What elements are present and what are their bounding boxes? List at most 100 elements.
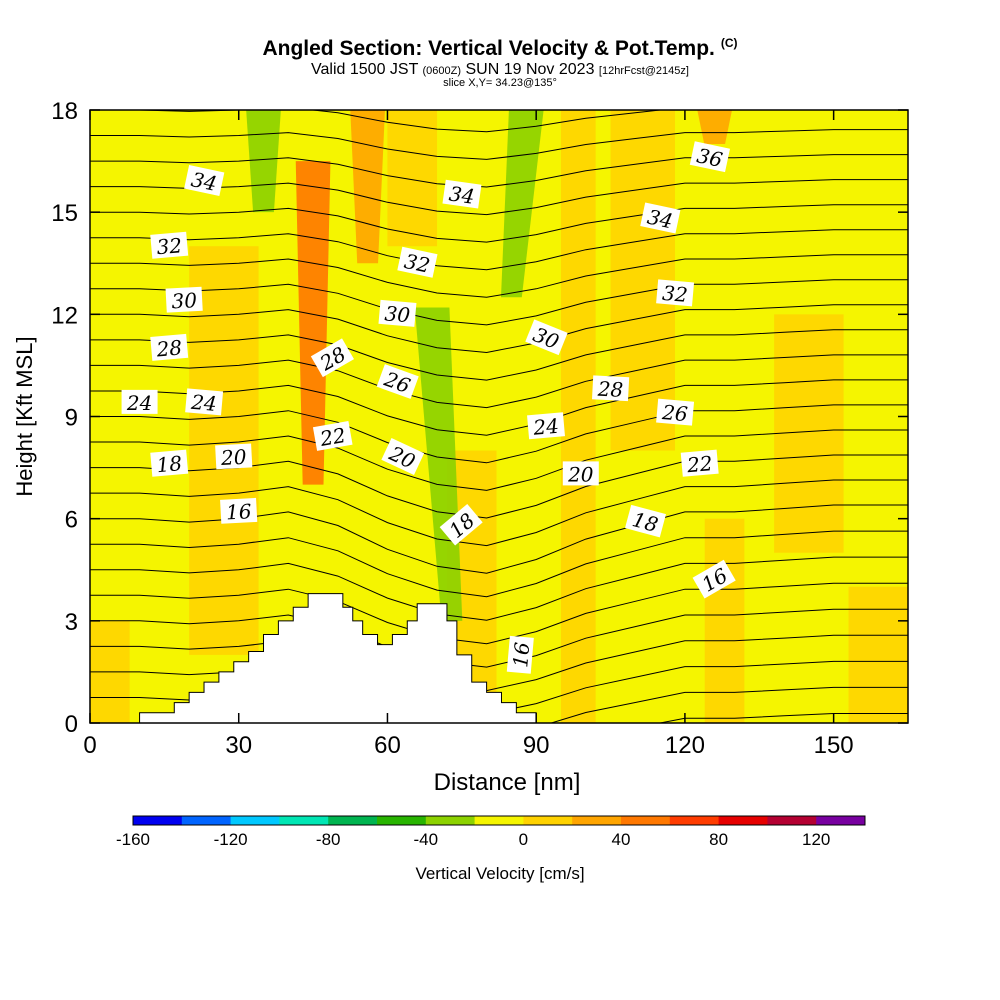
y-axis-label: Height [Kft MSL] (12, 336, 37, 496)
colorbar-tick-label: -160 (116, 830, 150, 849)
velocity-band (774, 314, 844, 553)
colorbar-swatch (279, 816, 329, 825)
contour-label-text: 36 (695, 143, 725, 172)
contour-label: 28 (591, 375, 630, 402)
contour-label: 22 (312, 421, 353, 451)
title-mark: (C) (720, 36, 738, 50)
contour-label-text: 34 (189, 167, 219, 196)
theta-contour (90, 556, 908, 621)
x-tick-label: 60 (374, 732, 401, 759)
contour-label: 26 (656, 398, 695, 426)
x-tick-label: 30 (225, 732, 252, 759)
y-tick-label: 12 (51, 302, 78, 329)
colorbar-swatch (572, 816, 622, 825)
updraft-region (350, 110, 385, 264)
colorbar-swatch (718, 816, 768, 825)
contour-label: 20 (562, 461, 599, 486)
colorbar-tick-label: 120 (802, 830, 830, 849)
contour-label-text: 30 (171, 288, 198, 313)
contour-label-text: 32 (156, 233, 183, 259)
colorbar-tick-label: 0 (519, 830, 528, 849)
contour-label-text: 22 (685, 451, 713, 477)
contour-label: 24 (185, 388, 224, 416)
theta-contour (90, 404, 908, 464)
velocity-band (560, 110, 596, 723)
chart-title: Angled Section: Vertical Velocity & Pot.… (262, 36, 738, 60)
contour-label-text: 32 (402, 249, 432, 278)
colorbar-tick-label: -40 (414, 830, 439, 849)
contour-label: 34 (640, 202, 681, 234)
subtitle-valid: Valid 1500 JST (311, 61, 419, 78)
theta-contour (90, 204, 908, 243)
colorbar-swatch (621, 816, 671, 825)
chart-subtitle: Valid 1500 JST (0600Z) SUN 19 Nov 2023 [… (0, 61, 1000, 79)
theta-contour (90, 530, 908, 598)
contour-label-text: 30 (384, 301, 412, 327)
theta-contour (90, 354, 908, 409)
downdraft-region (246, 110, 281, 213)
contour-label: 16 (220, 497, 258, 525)
contour-label: 20 (215, 443, 253, 470)
colorbar-label: Vertical Velocity [cm/s] (415, 864, 585, 883)
contour-label: 34 (442, 179, 482, 209)
contour-label: 18 (150, 449, 189, 477)
y-tick-label: 3 (65, 609, 78, 636)
theta-contour (90, 179, 908, 216)
colorbar-swatch (230, 816, 280, 825)
velocity-band (387, 110, 438, 247)
theta-contour (90, 229, 908, 271)
contour-label-text: 28 (155, 335, 183, 361)
subtitle-fcst: [12hrFcst@2145z] (598, 65, 689, 77)
velocity-band (704, 518, 745, 723)
theta-contour (90, 329, 908, 381)
colorbar-swatch (523, 816, 573, 825)
y-tick-label: 15 (51, 200, 78, 227)
contour-label-text: 26 (660, 400, 689, 426)
theta-contour (90, 582, 908, 645)
x-tick-label: 90 (523, 732, 550, 759)
updraft-region (295, 161, 331, 485)
contour-label-text: 28 (596, 377, 624, 402)
contour-label-text: 16 (225, 499, 252, 524)
contour-label-text: 24 (531, 414, 559, 440)
y-tick-label: 6 (65, 507, 78, 534)
colorbar-swatch (377, 816, 427, 825)
contour-label: 30 (165, 286, 203, 313)
contour-label: 24 (121, 389, 158, 415)
x-tick-label: 0 (83, 732, 96, 759)
colorbar-swatch (328, 816, 378, 825)
theta-contour (90, 254, 908, 298)
y-tick-label: 0 (65, 711, 78, 738)
x-tick-label: 120 (665, 732, 705, 759)
terrain (139, 593, 537, 723)
x-axis-label: Distance [nm] (434, 769, 581, 796)
contour-label-text: 24 (126, 391, 152, 415)
contour-label-text: 32 (661, 281, 688, 307)
contour-label-text: 22 (317, 423, 347, 451)
theta-contour (90, 304, 908, 354)
contour-label: 34 (184, 165, 225, 197)
contour-label: 32 (397, 246, 438, 278)
colorbar-swatch (816, 816, 866, 825)
contour-label: 30 (378, 299, 417, 327)
contour-label: 28 (150, 333, 189, 362)
velocity-band (848, 586, 908, 723)
subtitle-date: SUN 19 Nov 2023 (465, 61, 595, 78)
contour-label-text: 20 (219, 445, 247, 470)
theta-contour (90, 608, 908, 668)
contour-label: 32 (150, 231, 189, 259)
colorbar-swatch (669, 816, 720, 825)
contour-label-text: 34 (645, 205, 675, 234)
theta-contour (90, 479, 908, 547)
colorbar-tick-label: 40 (612, 830, 631, 849)
contour-label-text: 20 (567, 462, 594, 486)
colorbar-swatch (474, 816, 524, 825)
colorbar-tick-label: 80 (709, 830, 728, 849)
colorbar-swatch (425, 816, 476, 825)
theta-contour (90, 429, 908, 491)
theta-contour (90, 154, 908, 188)
colorbar-frame (132, 815, 866, 826)
contour-label-text: 34 (448, 181, 477, 208)
